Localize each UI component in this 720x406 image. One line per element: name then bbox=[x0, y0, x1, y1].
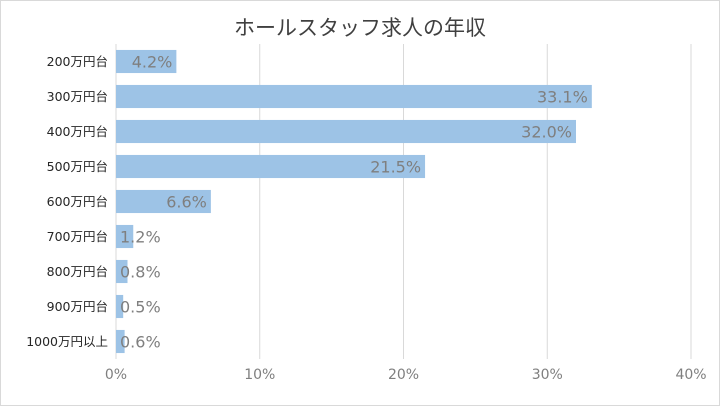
bar bbox=[116, 224, 134, 249]
bar bbox=[116, 259, 128, 284]
data-label: 4.2% bbox=[132, 53, 173, 72]
data-label: 0.6% bbox=[120, 333, 161, 352]
category-label: 800万円台 bbox=[47, 264, 108, 279]
data-labels: 4.2% 33.1% 32.0% 21.5% 6.6% 1.2% 0.8% 0.5% 0.6% bbox=[120, 53, 588, 352]
x-axis-ticks: 0% 10% 20% 30% 40% bbox=[105, 367, 707, 383]
bar bbox=[116, 119, 576, 144]
data-label: 32.0% bbox=[521, 123, 572, 142]
bar bbox=[116, 154, 426, 179]
x-tick-label: 20% bbox=[388, 367, 419, 383]
category-label: 400万円台 bbox=[47, 124, 108, 139]
x-tick-label: 10% bbox=[244, 367, 275, 383]
bar bbox=[116, 84, 592, 109]
bar bbox=[116, 294, 124, 319]
data-label: 0.8% bbox=[120, 263, 161, 282]
x-tick-label: 0% bbox=[105, 367, 127, 383]
category-label: 300万円台 bbox=[47, 89, 108, 104]
chart-title: ホールスタッフ求人の年収 bbox=[234, 16, 486, 40]
category-label: 200万円台 bbox=[47, 54, 108, 69]
x-tick-label: 30% bbox=[532, 367, 563, 383]
data-label: 1.2% bbox=[120, 228, 161, 247]
x-tick-label: 40% bbox=[675, 367, 706, 383]
data-label: 0.5% bbox=[120, 298, 161, 317]
bar bbox=[116, 49, 177, 74]
category-label: 900万円台 bbox=[47, 299, 108, 314]
data-label: 21.5% bbox=[370, 158, 421, 177]
bar bbox=[116, 329, 125, 354]
category-labels: 200万円台 300万円台 400万円台 500万円台 600万円台 700万円台 800万… bbox=[26, 54, 108, 349]
bars bbox=[116, 49, 592, 354]
data-label: 33.1% bbox=[537, 88, 588, 107]
data-label: 6.6% bbox=[166, 193, 207, 212]
category-label: 1000万円以上 bbox=[26, 334, 108, 349]
category-label: 700万円台 bbox=[47, 229, 108, 244]
category-label: 500万円台 bbox=[47, 159, 108, 174]
bar bbox=[116, 189, 211, 214]
category-label: 600万円台 bbox=[47, 194, 108, 209]
